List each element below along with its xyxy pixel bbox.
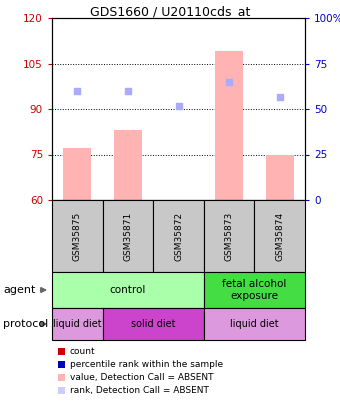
- Text: GSM35875: GSM35875: [73, 211, 82, 261]
- Text: percentile rank within the sample: percentile rank within the sample: [70, 360, 223, 369]
- Bar: [63, 149, 91, 200]
- Text: value, Detection Call = ABSENT: value, Detection Call = ABSENT: [70, 373, 214, 382]
- Point: [74, 87, 80, 94]
- Bar: [266, 154, 294, 200]
- Point: [226, 79, 232, 85]
- Text: agent: agent: [3, 285, 35, 295]
- Text: liquid diet: liquid diet: [230, 319, 279, 329]
- Point: [176, 103, 181, 109]
- Text: GSM35874: GSM35874: [275, 211, 284, 260]
- Text: GDS1660 / U20110cds_at: GDS1660 / U20110cds_at: [90, 5, 250, 18]
- Text: GSM35871: GSM35871: [123, 211, 132, 261]
- Text: count: count: [70, 347, 96, 356]
- Point: [125, 87, 131, 94]
- Text: fetal alcohol
exposure: fetal alcohol exposure: [222, 279, 287, 301]
- Text: solid diet: solid diet: [131, 319, 175, 329]
- Text: liquid diet: liquid diet: [53, 319, 102, 329]
- Text: control: control: [110, 285, 146, 295]
- Text: GSM35872: GSM35872: [174, 211, 183, 260]
- Bar: [215, 51, 243, 200]
- Text: protocol: protocol: [3, 319, 48, 329]
- Text: GSM35873: GSM35873: [225, 211, 234, 261]
- Bar: [114, 130, 142, 200]
- Text: rank, Detection Call = ABSENT: rank, Detection Call = ABSENT: [70, 386, 209, 395]
- Point: [277, 94, 283, 100]
